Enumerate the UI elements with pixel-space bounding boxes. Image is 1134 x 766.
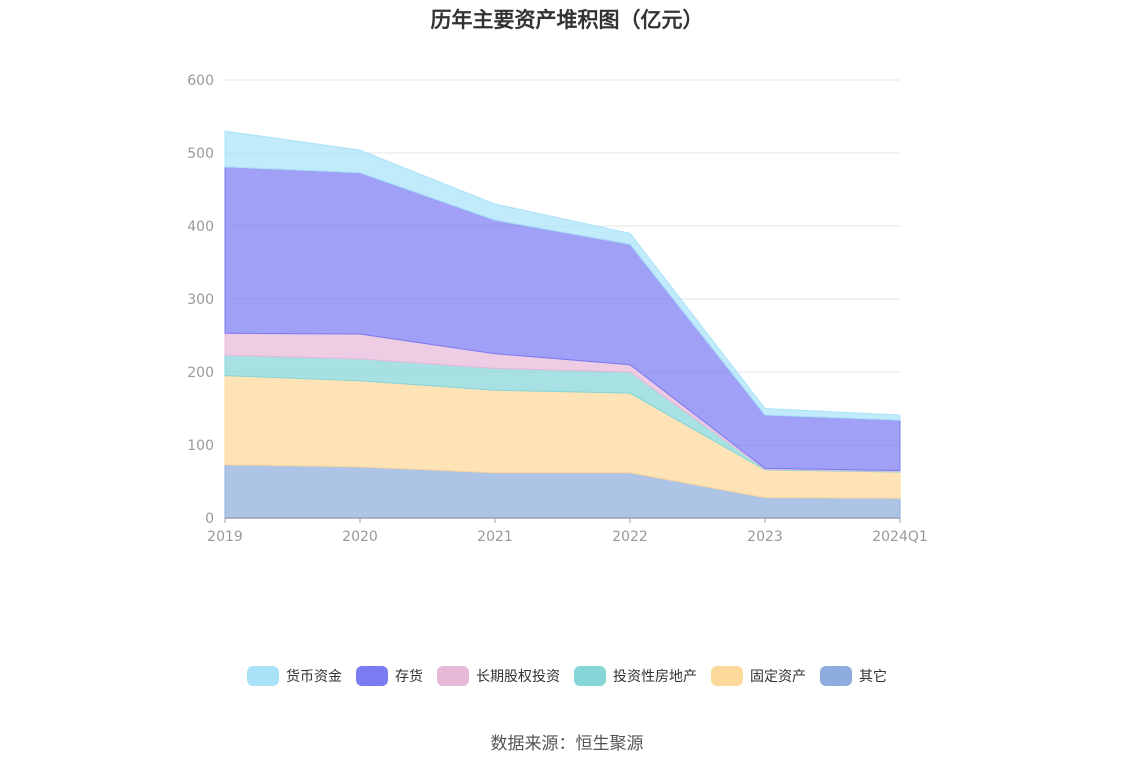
legend-item-4[interactable]: 固定资产	[711, 666, 806, 686]
chart-title: 历年主要资产堆积图（亿元）	[430, 8, 704, 32]
y-tick-label: 100	[187, 438, 214, 454]
x-tick-label: 2023	[747, 529, 783, 545]
legend-item-0[interactable]: 货币资金	[247, 666, 342, 686]
x-tick-label: 2019	[207, 529, 243, 545]
x-tick-label: 2022	[612, 529, 648, 545]
legend-swatch	[247, 666, 279, 686]
legend-label: 长期股权投资	[476, 669, 560, 685]
legend-label: 其它	[859, 669, 887, 685]
y-tick-label: 500	[187, 146, 214, 162]
legend-item-1[interactable]: 存货	[356, 666, 423, 686]
legend-label: 投资性房地产	[613, 669, 697, 685]
data-source-note: 数据来源：恒生聚源	[490, 734, 644, 754]
y-tick-label: 300	[187, 292, 214, 308]
legend-swatch	[437, 666, 469, 686]
legend-swatch	[711, 666, 743, 686]
axes: 0 100 200 300 400 500 600 2019 2020 2021 2022 2023 2…	[187, 73, 928, 545]
x-tick-label: 2021	[477, 529, 513, 545]
legend-item-5[interactable]: 其它	[820, 666, 887, 686]
legend-item-2[interactable]: 长期股权投资	[437, 666, 560, 686]
area-series-layer	[224, 130, 901, 519]
legend-item-3[interactable]: 投资性房地产	[574, 666, 697, 686]
y-tick-label: 200	[187, 365, 214, 381]
legend-swatch	[574, 666, 606, 686]
legend-label: 存货	[395, 669, 423, 685]
area-series-0	[224, 130, 901, 421]
x-tick-label: 2020	[342, 529, 378, 545]
legend-label: 固定资产	[750, 669, 806, 685]
legend-label: 货币资金	[286, 669, 342, 685]
legend-swatch	[356, 666, 388, 686]
y-tick-label: 0	[205, 511, 214, 527]
legend-swatch	[820, 666, 852, 686]
y-tick-label: 600	[187, 73, 214, 89]
x-tick-label: 2024Q1	[872, 529, 928, 545]
y-tick-label: 400	[187, 219, 214, 235]
legend: 货币资金 存货 长期股权投资 投资性房地产 固定资产 其它	[0, 663, 1134, 689]
